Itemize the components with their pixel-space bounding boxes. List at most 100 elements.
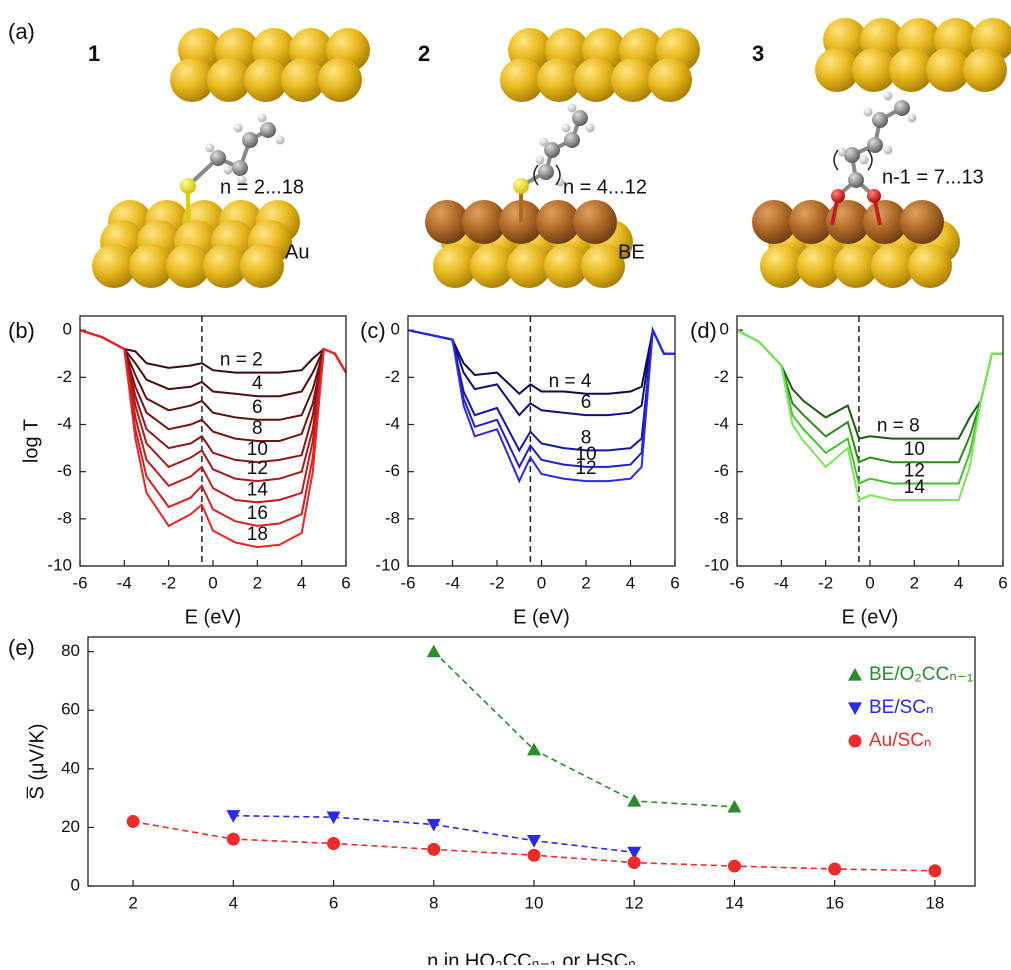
trend-line bbox=[434, 652, 735, 807]
atom bbox=[234, 124, 243, 133]
atom bbox=[838, 148, 847, 157]
x-tick-label: 4 bbox=[229, 893, 238, 912]
x-tick-label: 10 bbox=[525, 893, 544, 912]
atom bbox=[260, 122, 276, 138]
transmission-curve bbox=[80, 330, 346, 372]
y-tick-label: 0 bbox=[391, 320, 400, 339]
atom bbox=[648, 58, 692, 102]
data-point bbox=[427, 645, 441, 658]
series-label: 16 bbox=[247, 503, 268, 524]
y-tick-label: 20 bbox=[61, 817, 80, 836]
chart: (c)-6-4-202460-2-4-6-8-10E (eV)n = 46810… bbox=[360, 316, 680, 628]
atom bbox=[564, 132, 580, 148]
chain-range: n = 4...12 bbox=[563, 176, 647, 198]
legend-marker bbox=[849, 735, 862, 748]
x-tick-label: 0 bbox=[208, 573, 217, 592]
y-tick-label: -10 bbox=[704, 555, 729, 574]
series-label: 10 bbox=[247, 439, 268, 460]
atom bbox=[900, 200, 944, 244]
y-tick-label: -6 bbox=[714, 461, 729, 480]
x-tick-label: 2 bbox=[128, 893, 137, 912]
atom bbox=[894, 100, 910, 116]
transmission-curve bbox=[737, 330, 1003, 438]
atom bbox=[562, 124, 571, 133]
x-tick-label: -6 bbox=[729, 573, 744, 592]
x-axis-label: E (eV) bbox=[513, 606, 570, 628]
panel-label: (c) bbox=[360, 318, 386, 343]
series-label: n = 8 bbox=[877, 416, 920, 437]
x-axis-label: E (eV) bbox=[842, 606, 899, 628]
atom bbox=[242, 132, 258, 148]
y-tick-label: -4 bbox=[714, 414, 729, 433]
plot-frame bbox=[737, 316, 1003, 566]
panel-a bbox=[92, 18, 1011, 288]
y-tick-label: 0 bbox=[63, 320, 72, 339]
y-tick-label: -8 bbox=[714, 508, 729, 527]
structure-number: 1 bbox=[88, 41, 100, 66]
series-label: 4 bbox=[252, 373, 263, 394]
panel-label: (d) bbox=[690, 318, 717, 343]
electrode-label: BE bbox=[618, 241, 645, 263]
transmission-curve bbox=[737, 330, 1003, 500]
panel-label: (e) bbox=[8, 635, 35, 660]
y-tick-label: -2 bbox=[385, 367, 400, 386]
x-tick-label: -2 bbox=[818, 573, 833, 592]
atom bbox=[884, 146, 893, 155]
series-label: n = 4 bbox=[549, 371, 592, 392]
series-label: 18 bbox=[247, 524, 268, 545]
chart: (b)-6-4-202460-2-4-6-8-10E (eV)log Tn = … bbox=[8, 316, 351, 628]
x-tick-label: 4 bbox=[954, 573, 963, 592]
x-tick-label: 2 bbox=[581, 573, 590, 592]
structure-number: 2 bbox=[418, 41, 430, 66]
atom bbox=[276, 136, 285, 145]
atom bbox=[867, 137, 883, 153]
y-tick-label: -2 bbox=[57, 367, 72, 386]
atom bbox=[867, 189, 881, 203]
data-point bbox=[527, 835, 541, 848]
atom bbox=[240, 244, 284, 288]
series-label: 12 bbox=[575, 458, 596, 479]
atom bbox=[538, 164, 554, 180]
x-tick-label: -6 bbox=[400, 573, 415, 592]
structure-number: 3 bbox=[752, 41, 764, 66]
x-tick-label: 6 bbox=[998, 573, 1007, 592]
atom bbox=[586, 124, 595, 133]
y-axis-label: log T bbox=[20, 419, 42, 463]
atom bbox=[908, 114, 917, 123]
data-point bbox=[928, 864, 941, 877]
series-label: 8 bbox=[252, 418, 263, 439]
atom bbox=[908, 244, 952, 288]
y-tick-label: -4 bbox=[385, 414, 400, 433]
y-tick-label: 60 bbox=[61, 700, 80, 719]
atom bbox=[844, 147, 860, 163]
atom bbox=[513, 178, 529, 194]
data-point bbox=[427, 843, 440, 856]
series-label: 12 bbox=[247, 458, 268, 479]
data-point bbox=[628, 856, 641, 869]
y-tick-label: -6 bbox=[57, 461, 72, 480]
atom bbox=[568, 104, 577, 113]
atom bbox=[206, 144, 215, 153]
atom bbox=[831, 189, 845, 203]
atom bbox=[848, 172, 864, 188]
x-tick-label: 14 bbox=[725, 893, 744, 912]
y-tick-label: 0 bbox=[71, 875, 80, 894]
transmission-curve bbox=[737, 330, 1003, 462]
x-tick-label: -4 bbox=[774, 573, 789, 592]
transmission-curve bbox=[80, 330, 346, 420]
y-tick-label: 0 bbox=[720, 320, 729, 339]
plot-frame bbox=[408, 316, 675, 566]
x-axis-label: n in HO₂CCₙ₋₁ or HSCₙ bbox=[427, 950, 636, 965]
legend-label: BE/O₂CCₙ₋₁ bbox=[869, 664, 973, 685]
transmission-curve bbox=[80, 330, 346, 462]
y-tick-label: -10 bbox=[47, 555, 72, 574]
x-tick-label: 0 bbox=[537, 573, 546, 592]
atom bbox=[318, 58, 362, 102]
y-tick-label: -4 bbox=[57, 414, 72, 433]
transmission-curve bbox=[80, 330, 346, 396]
plot-frame bbox=[88, 637, 975, 886]
x-tick-label: 16 bbox=[825, 893, 844, 912]
atom bbox=[224, 166, 233, 175]
transmission-curve bbox=[408, 330, 675, 394]
